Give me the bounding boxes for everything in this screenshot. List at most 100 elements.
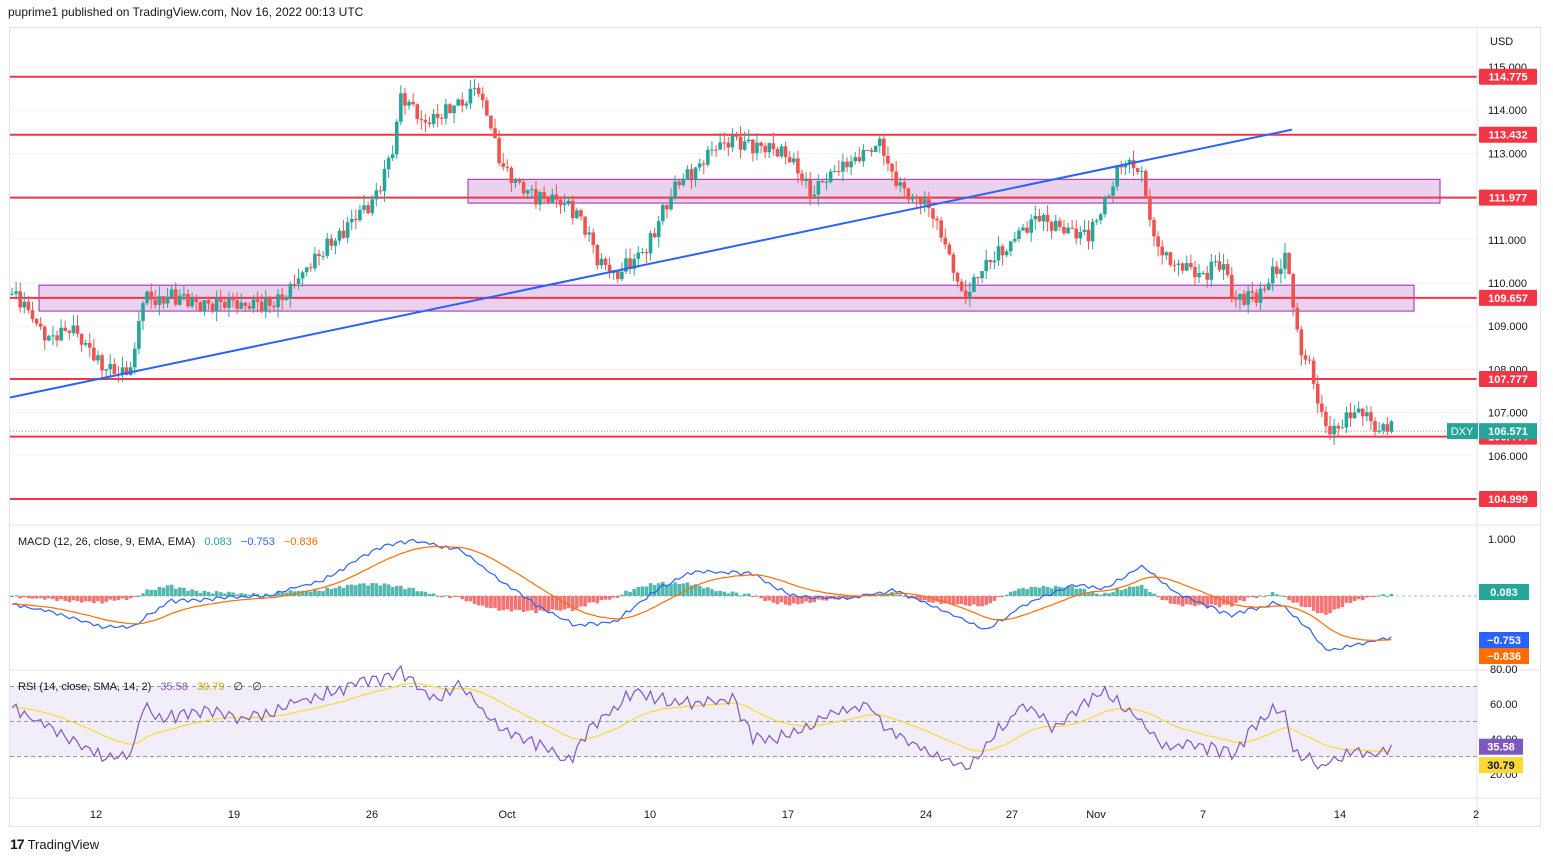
macd-hist-bar: [38, 596, 43, 599]
candle-body: [276, 294, 280, 308]
macd-hist-bar: [1041, 585, 1046, 596]
candle-body: [1053, 220, 1058, 231]
candle-body: [722, 142, 727, 144]
macd-hist-bar: [959, 596, 964, 604]
macd-value-tag-text: 0.083: [1490, 587, 1518, 599]
price-axis[interactable]: USD 115.000114.000113.000111.000110.0001…: [1488, 36, 1528, 463]
rsi-title: RSI (14, close, SMA, 14, 2): [18, 681, 151, 693]
last-price-tag-text: 106.571: [1488, 426, 1528, 438]
macd-hist-bar: [1180, 596, 1185, 607]
macd-hist-bar: [1066, 586, 1070, 596]
candle-body: [22, 301, 27, 308]
macd-hist-bar: [538, 596, 542, 611]
candle-body: [554, 194, 559, 200]
candle-body: [1029, 219, 1034, 233]
candle-body: [1045, 214, 1050, 222]
candle-body: [394, 121, 399, 155]
candle-body: [218, 298, 223, 302]
macd-hist-bar: [1144, 588, 1148, 596]
candle-body: [112, 363, 117, 374]
macd-hist-bar: [218, 592, 223, 596]
trendline[interactable]: [10, 128, 1293, 399]
rsi-line: [11, 664, 1392, 770]
macd-hist-bar: [1254, 596, 1259, 599]
macd-hist-bar: [746, 593, 751, 596]
level-tag-bg: [1479, 126, 1537, 143]
macd-hist-bar: [554, 596, 559, 611]
macd-hist-bar: [1234, 596, 1238, 603]
candle-body: [935, 218, 939, 221]
candle-body: [1008, 241, 1013, 252]
horizontal-levels[interactable]: [10, 75, 1477, 501]
candle-body: [190, 297, 194, 307]
macd-hist-bar: [882, 595, 886, 597]
macd-hist-bar: [632, 588, 636, 596]
macd-hist-bar: [71, 596, 76, 601]
macd-hist-bar: [1184, 596, 1189, 605]
candle-body: [493, 128, 497, 139]
candle-body: [1189, 263, 1193, 268]
candle-body: [1058, 220, 1062, 228]
candle-body: [1180, 263, 1185, 271]
macd-hist-bar: [345, 584, 350, 596]
level-tag-bg: [1479, 189, 1537, 206]
macd-hist-bar: [1037, 587, 1042, 596]
macd-hist-bar: [513, 596, 518, 610]
candle-body: [1254, 292, 1259, 303]
candle-body: [824, 181, 829, 183]
candle-body: [79, 333, 84, 345]
macd-hist-bar: [1365, 596, 1369, 598]
macd-hist-bar: [726, 593, 731, 596]
candle-body: [1328, 426, 1332, 435]
macd-hist-bar: [1250, 596, 1255, 597]
macd-hist-bar: [1369, 596, 1373, 597]
candle-body: [505, 166, 510, 168]
candle-body: [583, 216, 587, 235]
candle-body: [931, 208, 935, 219]
candle-body: [783, 146, 788, 158]
candle-body: [939, 220, 943, 238]
candle-body: [1103, 196, 1107, 215]
macd-hist-bar: [390, 587, 395, 596]
candle-body: [1066, 227, 1070, 234]
macd-hist-bar: [337, 586, 342, 596]
candle-body: [677, 181, 681, 186]
macd-hist-bar: [18, 596, 22, 599]
time-axis[interactable]: 12 19 26 Oct 10 17 24 27 Nov 7 14 2: [90, 809, 1479, 821]
candle-body: [370, 199, 375, 214]
candle-body: [272, 305, 276, 308]
macd-hist-bar: [1119, 590, 1124, 596]
macd-hist-bar: [280, 592, 284, 596]
macd-hist-bar: [849, 596, 853, 598]
candle-body: [1115, 165, 1119, 187]
candle-body: [759, 142, 763, 146]
candle-body: [108, 363, 113, 370]
candle-body: [1246, 291, 1250, 305]
macd-pane[interactable]: 1.000 0.083 −0.753 −0.836: [10, 534, 1529, 664]
candle-body: [968, 291, 972, 297]
candle-body: [1332, 425, 1336, 435]
rsi-extra-1: ∅: [234, 681, 244, 693]
candle-body: [1295, 307, 1300, 330]
macd-hist-bar: [968, 596, 972, 606]
candle-body: [1385, 424, 1390, 432]
candle-body: [75, 325, 80, 334]
macd-hist-bar: [988, 596, 993, 604]
candle-body: [198, 302, 203, 311]
candle-body: [431, 113, 436, 125]
macd-hist-bar: [566, 596, 571, 609]
candle-body: [313, 253, 317, 269]
candle-body: [591, 232, 596, 245]
symbol-tag-text: DXY: [1451, 426, 1474, 438]
candle-body: [460, 99, 465, 106]
candle-body: [10, 293, 14, 295]
candle-body: [898, 182, 903, 186]
candle-body: [87, 343, 92, 348]
candle-body: [38, 323, 43, 327]
rsi-extra-2: ∅: [252, 681, 262, 693]
candle-body: [775, 148, 780, 157]
candle-body: [1127, 159, 1132, 165]
